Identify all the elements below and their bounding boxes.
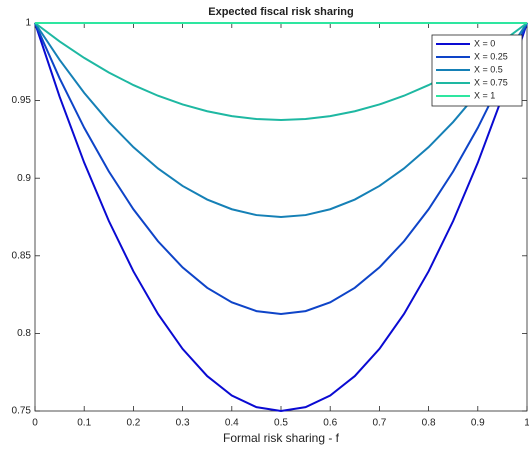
- x-tick-label: 0.3: [176, 418, 190, 429]
- legend-label: X = 0: [474, 38, 495, 48]
- x-tick-label: 0: [32, 418, 38, 429]
- x-tick-label: 0.8: [422, 418, 436, 429]
- x-tick-label: 0.5: [274, 418, 288, 429]
- chart-title: Expected fiscal risk sharing: [208, 6, 354, 18]
- x-tick-label: 0.7: [372, 418, 386, 429]
- series-line: [34, 22, 528, 413]
- y-tick-label: 1: [25, 18, 31, 29]
- y-tick-label: 0.85: [12, 250, 32, 261]
- series-line: [34, 22, 528, 219]
- x-tick-label: 0.9: [471, 418, 485, 429]
- y-tick-label: 0.75: [12, 406, 32, 417]
- y-tick-label: 0.95: [12, 95, 32, 106]
- legend-label: X = 0.25: [474, 51, 508, 61]
- x-tick-label: 0.4: [225, 418, 239, 429]
- series-line: [34, 22, 528, 316]
- legend-label: X = 0.75: [474, 77, 508, 87]
- y-tick-label: 0.8: [17, 328, 31, 339]
- x-tick-label: 0.1: [77, 418, 91, 429]
- legend-label: X = 1: [474, 90, 495, 100]
- x-tick-label: 1: [524, 418, 529, 429]
- legend-label: X = 0.5: [474, 64, 503, 74]
- x-axis-label: Formal risk sharing - f: [223, 431, 340, 445]
- x-tick-label: 0.2: [126, 418, 140, 429]
- y-tick-label: 0.9: [17, 173, 31, 184]
- x-tick-label: 0.6: [323, 418, 337, 429]
